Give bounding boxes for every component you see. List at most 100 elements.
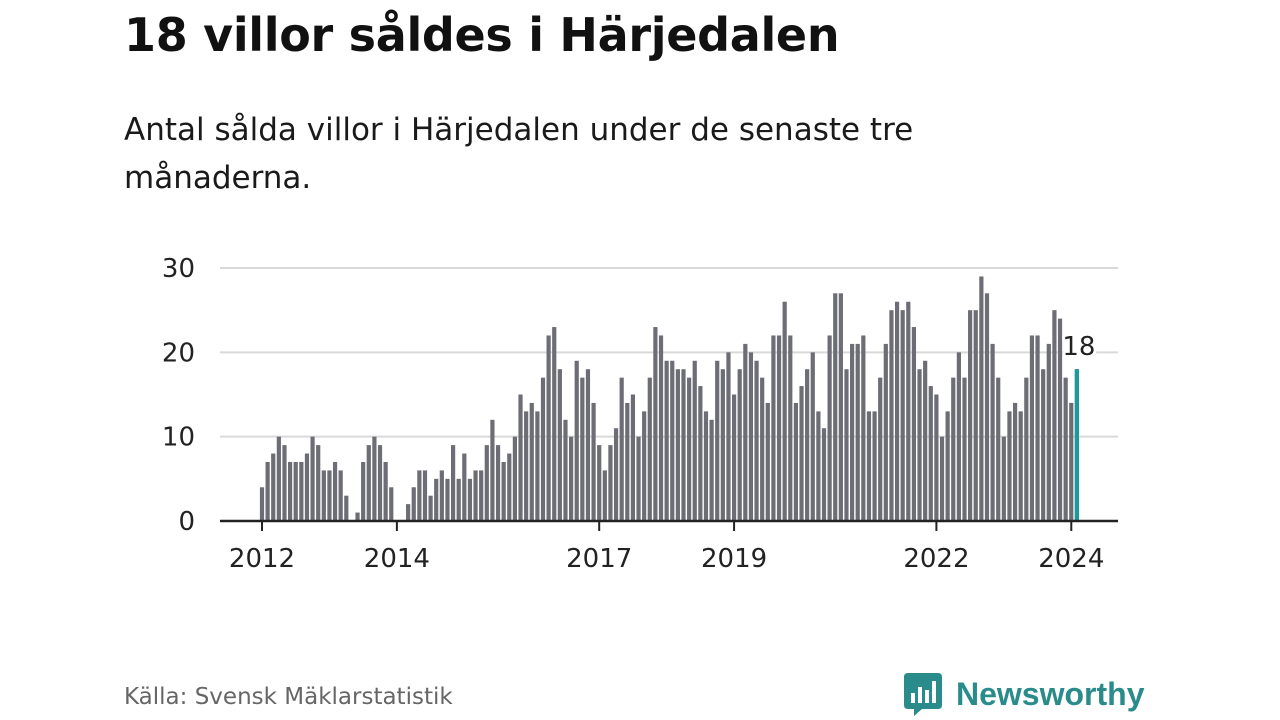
x-tick-label: 2014 [364, 544, 430, 574]
bar [479, 470, 484, 521]
bar [501, 461, 506, 521]
bar [411, 487, 416, 521]
bar [816, 411, 821, 521]
bar [591, 402, 596, 521]
bar [1069, 402, 1074, 521]
bar [996, 377, 1001, 521]
x-tick-label: 2019 [701, 544, 767, 574]
source-credit: Källa: Svensk Mäklarstatistik [124, 684, 453, 710]
bar [1001, 436, 1006, 521]
bar [467, 478, 473, 521]
bar [664, 360, 669, 521]
bar [636, 436, 641, 521]
bar [450, 445, 456, 521]
x-tick-label: 2012 [229, 544, 295, 574]
bar [1035, 335, 1040, 521]
bar [698, 386, 703, 521]
bar [855, 343, 860, 521]
bar [838, 293, 843, 521]
bar [602, 470, 607, 521]
bar [692, 360, 697, 521]
bar [793, 402, 798, 521]
bar [473, 470, 478, 521]
bar [979, 276, 984, 521]
bar [366, 445, 371, 521]
bar [1046, 343, 1051, 521]
bar [889, 310, 894, 521]
bar [574, 360, 579, 521]
bar [495, 445, 501, 521]
bar [709, 419, 714, 521]
bar [338, 470, 343, 521]
bar [597, 445, 602, 521]
bar [304, 453, 310, 521]
bar [1063, 377, 1068, 521]
x-tick-label: 2017 [566, 544, 632, 574]
bar [293, 461, 298, 521]
bar [771, 335, 776, 521]
bar [906, 301, 911, 521]
brand[interactable]: Newsworthy [902, 672, 1144, 716]
bar [462, 453, 467, 521]
bar [546, 335, 551, 521]
bar [259, 487, 265, 521]
y-tick-label: 30 [162, 254, 195, 284]
brand-name[interactable]: Newsworthy [956, 675, 1145, 712]
bar [1012, 402, 1018, 521]
bar [507, 453, 512, 521]
bar [355, 512, 360, 521]
bar [776, 335, 782, 521]
bar [608, 445, 613, 521]
bar [984, 293, 990, 521]
y-tick-label: 20 [162, 338, 195, 368]
bar [833, 293, 838, 521]
bar [951, 377, 956, 521]
bar [968, 310, 973, 521]
bar [540, 377, 546, 521]
bar [934, 394, 939, 521]
bar [512, 436, 517, 521]
bar [917, 369, 922, 521]
bar [332, 461, 338, 521]
bar [630, 394, 636, 521]
y-tick-label: 0 [178, 507, 195, 537]
bar [754, 360, 759, 521]
bar [911, 327, 917, 521]
bar [799, 386, 804, 521]
bar [939, 436, 945, 521]
bar [928, 386, 933, 521]
bar [1041, 369, 1046, 521]
bar [282, 445, 287, 521]
bar [900, 310, 905, 521]
bar [417, 470, 422, 521]
bar [810, 352, 815, 521]
bar [580, 377, 585, 521]
bar [361, 461, 366, 521]
bar [788, 335, 793, 521]
bar [872, 411, 877, 521]
bar [962, 377, 967, 521]
bar [456, 478, 461, 521]
newsworthy-logo-icon [904, 673, 942, 716]
bar [434, 478, 439, 521]
bar [1018, 411, 1023, 521]
bar [613, 428, 619, 521]
bar [703, 411, 709, 521]
bar [866, 411, 872, 521]
bar [288, 461, 293, 521]
bar-highlight [1074, 369, 1079, 521]
bar [760, 377, 765, 521]
bar [445, 478, 450, 521]
bar [299, 461, 304, 521]
bar [344, 495, 349, 521]
y-tick-label: 10 [162, 423, 195, 453]
bar [372, 436, 377, 521]
bar [956, 352, 961, 521]
bar [484, 445, 489, 521]
bar [383, 461, 388, 521]
bar [1024, 377, 1029, 521]
bar [973, 310, 978, 521]
chart-subtitle: Antal sålda villor i Härjedalen under de… [124, 112, 914, 196]
bar [731, 394, 737, 521]
bar [782, 301, 787, 521]
